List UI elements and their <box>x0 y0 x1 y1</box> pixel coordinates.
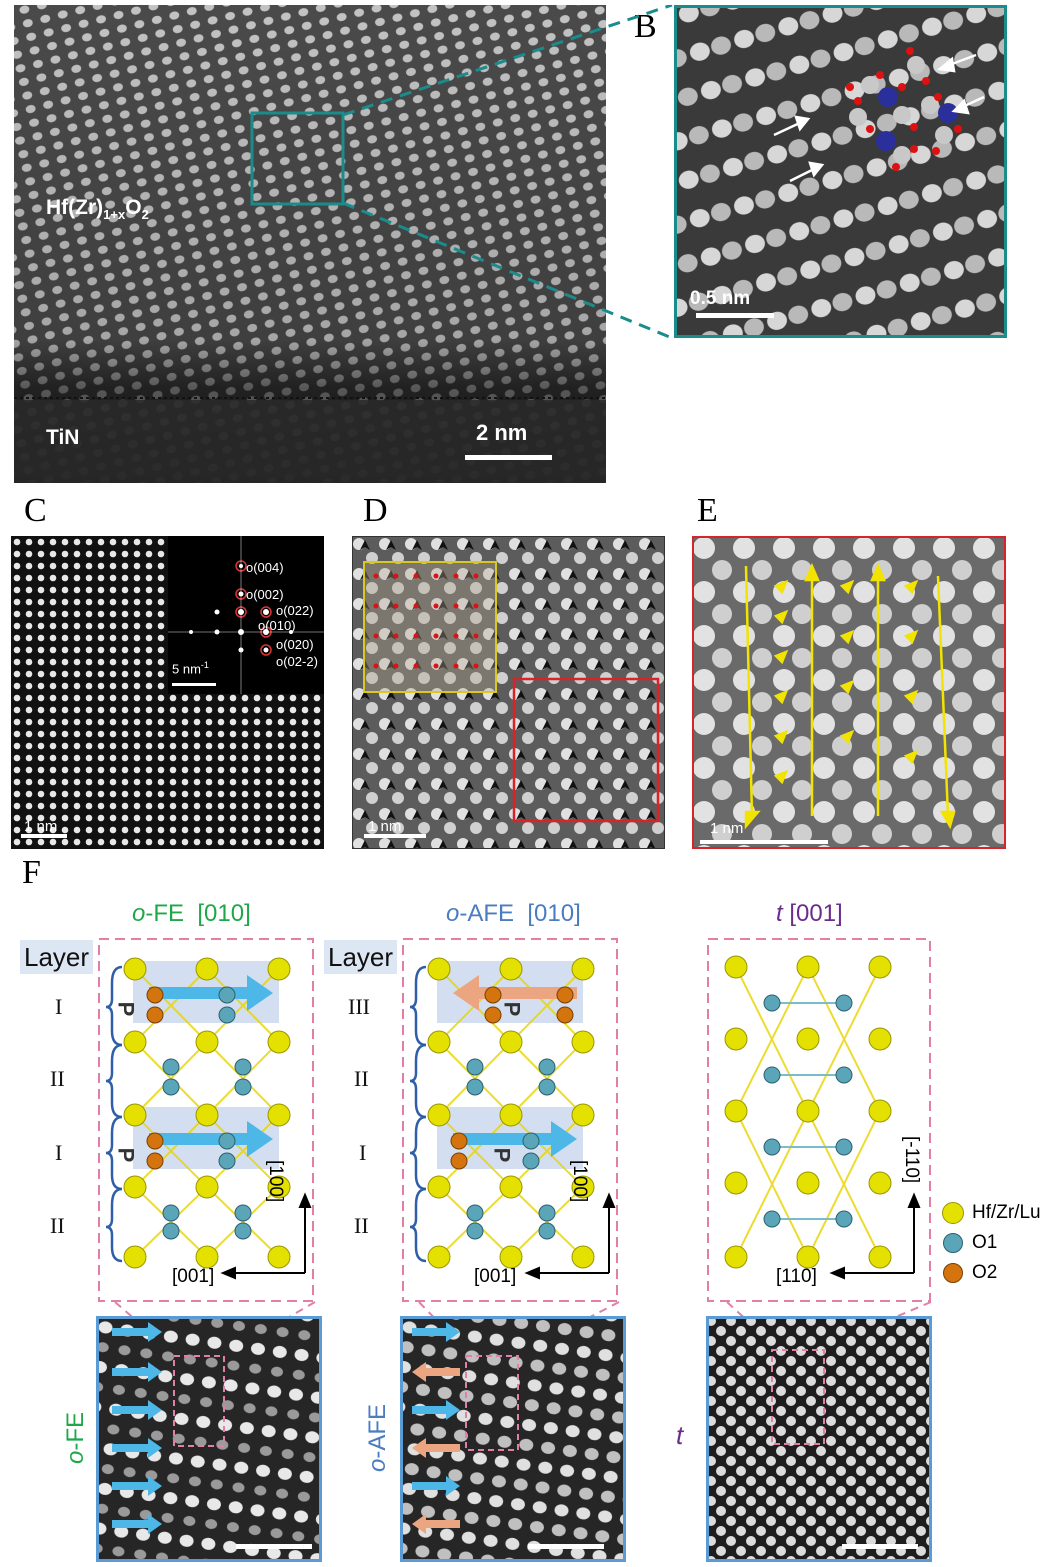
legend-item: O2 <box>942 1258 1041 1288</box>
fe-side-label: o-FE <box>62 1411 90 1465</box>
afe-p-label-bottom: P <box>489 1147 515 1163</box>
fft-spot-label: o(022) <box>276 603 314 618</box>
panel-c-scale-bar <box>21 834 67 838</box>
legend-label: Hf/Zr/Lu <box>972 1202 1041 1223</box>
zoom-connector-lines <box>342 5 673 340</box>
afe-scale-bar <box>528 1544 604 1549</box>
fe-crystal-structure <box>98 938 314 1302</box>
fe-layer-label: I <box>55 994 63 1019</box>
fe-hrtem-image <box>96 1316 322 1562</box>
panel-b-scale-label: 0.5 nm <box>690 288 751 309</box>
panel-label-f: F <box>22 854 41 891</box>
legend-label: O2 <box>972 1262 998 1283</box>
fe-layer-label: II <box>50 1066 65 1091</box>
fe-title: o-FE [010] <box>132 900 251 927</box>
fft-spot-label: o(010) <box>258 618 296 633</box>
t-axis-vertical: [-110] <box>901 1136 922 1184</box>
fe-axis-horizontal: [001] <box>172 1266 215 1287</box>
panel-e-scale-bar <box>700 840 828 844</box>
fe-axis-vertical: [100] <box>265 1160 286 1203</box>
panel-c-fft-spots <box>189 564 293 653</box>
panel-d-yellow-box <box>363 561 497 693</box>
afe-axis-vertical: [100] <box>569 1160 590 1203</box>
legend-item: O1 <box>942 1228 1041 1258</box>
t-axis-horizontal: [110] <box>776 1266 817 1287</box>
panel-c-hrtem-image <box>11 536 324 849</box>
fft-spot-label: o(020) <box>276 637 314 652</box>
panel-c-fft-scale-label: 5 nm-1 <box>172 660 209 677</box>
t-hrtem-image <box>706 1316 932 1562</box>
afe-layer-label: III <box>348 994 370 1019</box>
panel-d-scale-label: 1 nm <box>368 818 402 835</box>
panel-e-polarization-map <box>692 536 1006 849</box>
fe-layer-label: I <box>55 1140 63 1165</box>
fft-spot-label: o(02-2) <box>276 654 318 669</box>
fe-p-label-top: P <box>113 1001 139 1017</box>
panel-label-e: E <box>697 492 718 529</box>
panel-d-red-box <box>512 677 660 823</box>
panel-b-atom-overlay <box>846 47 962 171</box>
afe-layer-label: II <box>354 1066 369 1091</box>
panel-b-white-arrows <box>773 53 985 183</box>
panel-a-zoom-box <box>250 111 345 206</box>
panel-d-filtered-image <box>352 536 665 849</box>
fe-layer-label: II <box>50 1213 65 1238</box>
fe-layer-braces <box>105 965 123 1263</box>
legend-swatch <box>942 1202 964 1224</box>
panel-a-scale-label: 2 nm <box>476 420 528 445</box>
fe-layer-header: Layer <box>20 940 94 974</box>
panel-a-substrate-label: TiN <box>46 426 80 449</box>
fe-scale-bar <box>236 1544 312 1549</box>
t-side-label: t <box>676 1420 684 1450</box>
afe-layer-label: I <box>359 1140 367 1165</box>
afe-polarization-arrow-bottom <box>453 1121 577 1157</box>
panel-c-fft-scale-bar <box>172 683 216 686</box>
legend-label: O1 <box>972 1232 998 1253</box>
afe-axis-horizontal: [001] <box>474 1266 517 1287</box>
t-title: t [001] <box>776 900 843 927</box>
afe-side-label: o-AFE <box>364 1403 392 1473</box>
panel-label-c: C <box>24 492 47 529</box>
fft-spot-label: o(002) <box>246 587 284 602</box>
afe-layer-label: II <box>354 1213 369 1238</box>
panel-a-material-label: Hf(Zr)1+xO2 <box>46 196 149 223</box>
afe-polarization-arrow-top <box>453 975 577 1011</box>
legend: Hf/Zr/Lu O1 O2 <box>942 1198 1041 1288</box>
afe-title: o-AFE [010] <box>446 900 581 927</box>
fe-polarization-arrow-top <box>149 975 273 1011</box>
afe-crystal-structure <box>402 938 618 1302</box>
legend-item: Hf/Zr/Lu <box>942 1198 1041 1228</box>
panel-a-stem-image <box>14 5 606 483</box>
panel-d-scale-bar <box>364 834 426 838</box>
legend-swatch <box>943 1263 963 1283</box>
panel-b-zoom-image <box>674 5 1007 338</box>
legend-swatch <box>943 1233 963 1253</box>
afe-layer-header: Layer <box>324 940 398 974</box>
panel-a-scale-bar <box>465 455 552 460</box>
fft-spot-label: o(004) <box>246 560 284 575</box>
t-crystal-structure <box>707 938 931 1302</box>
panel-d-red-atoms <box>373 573 479 669</box>
panel-b-scale-bar <box>696 313 774 318</box>
panel-e-yellow-arrows <box>744 562 956 830</box>
fe-polarization-arrow-bottom <box>149 1121 273 1157</box>
panel-label-d: D <box>363 492 388 529</box>
fe-p-label-bottom: P <box>113 1147 139 1163</box>
panel-e-scale-label: 1 nm <box>710 820 744 837</box>
t-scale-bar <box>842 1544 918 1549</box>
panel-label-b: B <box>634 8 657 45</box>
afe-p-label-top: P <box>499 1001 525 1017</box>
afe-hrtem-image <box>400 1316 626 1562</box>
afe-layer-braces <box>409 965 427 1263</box>
panel-c-scale-label: 1 nm <box>24 818 58 835</box>
